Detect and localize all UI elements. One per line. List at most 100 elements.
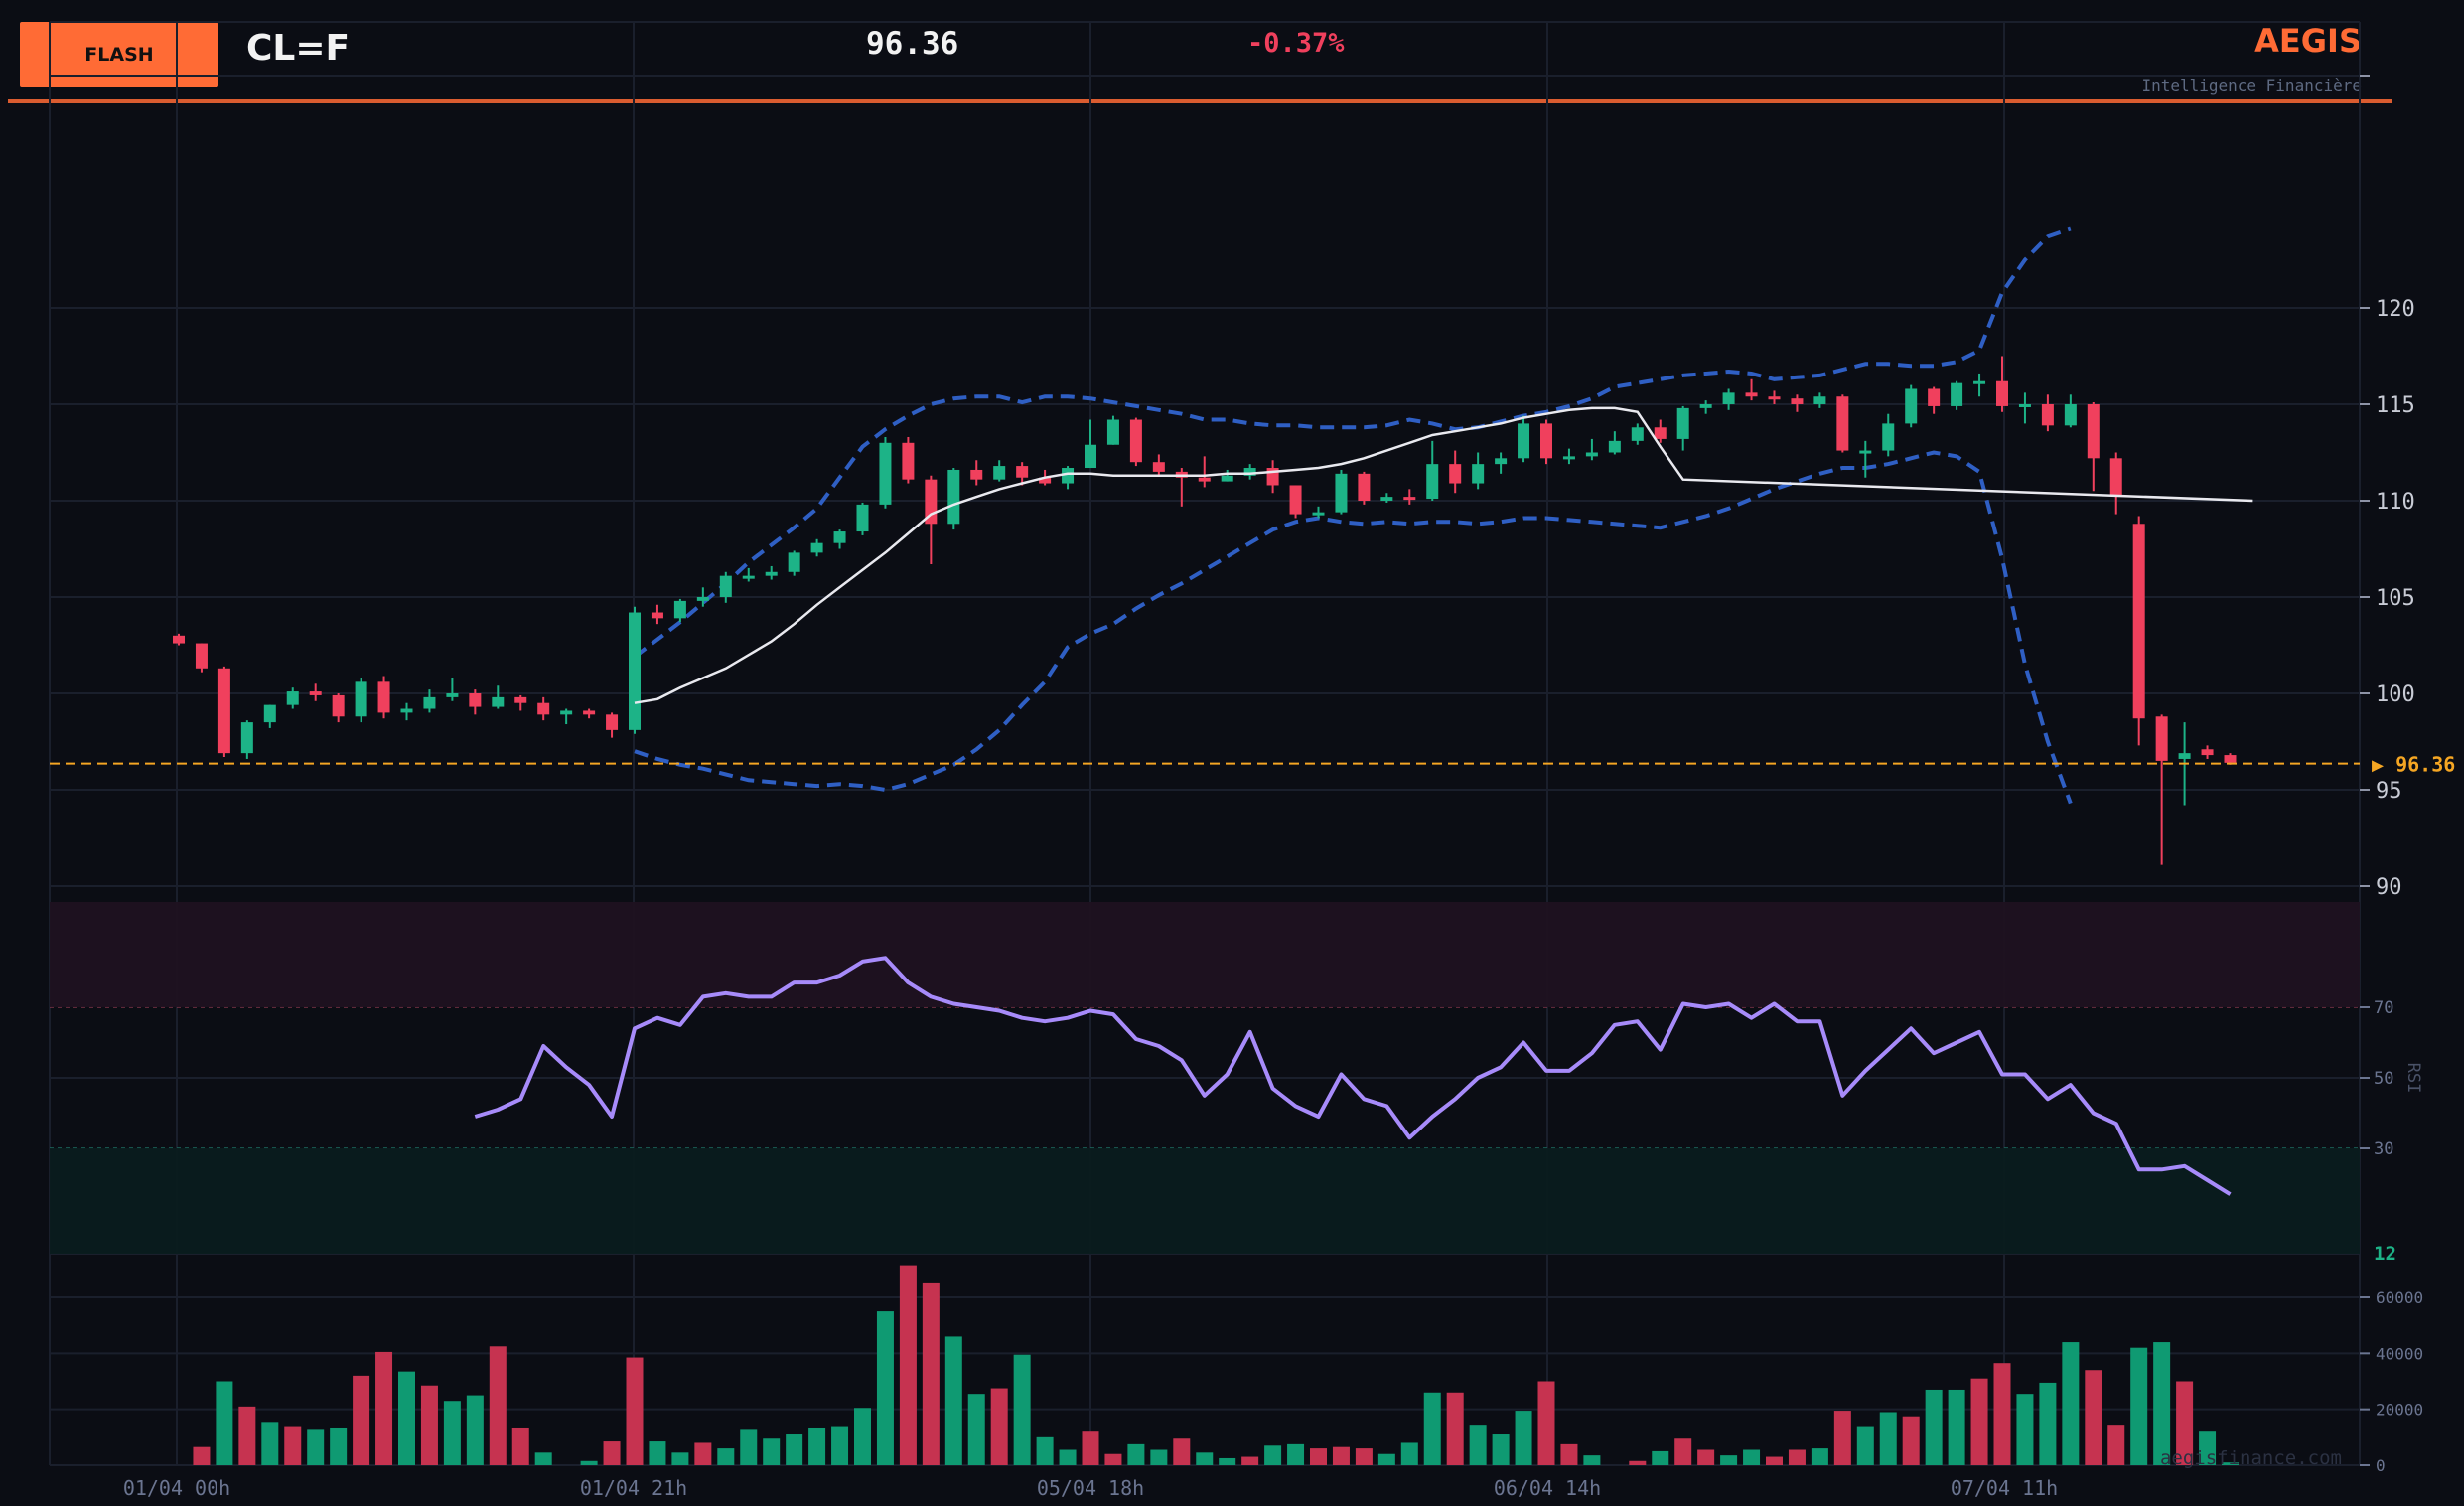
volume-bar — [1766, 1456, 1783, 1465]
candle-body — [2178, 753, 2191, 759]
candle — [400, 702, 413, 721]
volume-bar — [1993, 1363, 2011, 1465]
volume-bar — [193, 1446, 211, 1465]
candle-body — [1403, 497, 1416, 501]
candle — [1836, 394, 1849, 453]
candle — [1791, 394, 1804, 412]
volume-bar — [284, 1426, 302, 1465]
candle — [1722, 388, 1735, 410]
candle-body — [1928, 388, 1941, 406]
candle-body — [195, 643, 208, 669]
volume-bar — [1902, 1416, 1920, 1465]
candle — [2087, 402, 2100, 492]
volume-bar — [763, 1438, 781, 1465]
candle-body — [1380, 497, 1393, 501]
candle-body — [560, 710, 573, 715]
volume-bar — [1173, 1438, 1191, 1465]
volume-bar — [671, 1452, 689, 1465]
candle-body — [1608, 440, 1621, 453]
candle-body — [173, 635, 185, 644]
rsi-pane — [474, 956, 2232, 1196]
volume-bar — [2222, 1462, 2239, 1465]
axis-labels: 01/04 00h 01/04 21h 05/04 18h 06/04 14h 07/0… — [123, 75, 2455, 1500]
candle-body — [1472, 464, 1485, 484]
candle-body — [1631, 427, 1644, 441]
volume-bar — [2153, 1342, 2171, 1465]
candle — [1973, 373, 1986, 397]
candle — [1085, 419, 1096, 469]
candle — [2155, 714, 2168, 865]
candle-body — [833, 531, 846, 543]
candle-body — [286, 691, 299, 705]
volume-bar — [876, 1311, 894, 1465]
volume-bar — [466, 1395, 484, 1465]
volume-bar — [967, 1394, 985, 1465]
volume-bar — [261, 1422, 279, 1465]
candle — [1198, 456, 1211, 488]
candle-body — [810, 542, 823, 553]
volume-bar — [990, 1388, 1008, 1465]
candle-body — [1813, 396, 1826, 404]
candle-body — [1312, 512, 1325, 516]
rsi-overbought-zone — [50, 902, 2360, 1007]
price-tick-label: 90 — [2376, 875, 2402, 900]
last-price-label: ▶ 96.36 — [2372, 753, 2455, 777]
candle — [1882, 413, 1895, 457]
volume-bar — [1856, 1426, 1874, 1465]
candle — [1129, 417, 1142, 467]
candle — [423, 689, 436, 713]
candle — [765, 565, 778, 580]
rsi-axis-label: RSI — [2403, 1063, 2423, 1094]
volume-bar — [2039, 1382, 2057, 1465]
candle-body — [673, 600, 686, 619]
candle-body — [1495, 458, 1508, 465]
volume-bar — [375, 1351, 393, 1465]
volume-bar — [398, 1371, 415, 1465]
candle — [2109, 452, 2122, 515]
volume-bar — [1241, 1456, 1259, 1465]
volume-bar — [1400, 1442, 1418, 1465]
candle — [1312, 506, 1325, 519]
candle-body — [1062, 468, 1075, 484]
volume-bar — [1082, 1431, 1099, 1465]
candle — [1928, 386, 1941, 414]
candle — [560, 708, 573, 725]
candle — [1608, 431, 1621, 455]
volume-bar — [1629, 1460, 1647, 1465]
candle-body — [469, 693, 482, 707]
candle — [606, 712, 619, 738]
candle-body — [629, 612, 641, 730]
last-price: 96.36 — [866, 26, 959, 62]
volume-bar — [420, 1385, 438, 1465]
volume-bar — [2130, 1347, 2148, 1465]
candle — [286, 687, 299, 709]
candle-body — [355, 681, 367, 717]
volume-bar — [489, 1346, 507, 1465]
volume-bar — [899, 1265, 917, 1465]
volume-bar — [511, 1427, 529, 1465]
candle — [1449, 450, 1462, 494]
candle — [1951, 380, 1963, 410]
volume-bar — [1743, 1449, 1761, 1465]
volume-bar — [1332, 1446, 1350, 1465]
candle — [469, 689, 482, 715]
price-tick-label: 115 — [2376, 393, 2415, 418]
volume-bar — [1059, 1449, 1077, 1465]
candle-body — [583, 710, 596, 715]
candle — [1221, 469, 1233, 482]
rsi-tick-label: 30 — [2374, 1139, 2393, 1159]
candle — [651, 604, 663, 625]
volume-bar — [1127, 1443, 1145, 1465]
candle-body — [1973, 380, 1986, 384]
volume-bar — [1674, 1438, 1692, 1465]
candle-body — [2155, 716, 2168, 761]
candle-body — [1335, 473, 1348, 513]
volume-bar — [1948, 1389, 1965, 1465]
volume-bar — [1720, 1455, 1738, 1465]
candle-body — [1745, 392, 1758, 397]
candle-body — [2041, 404, 2054, 426]
candle — [1745, 378, 1758, 401]
volume-bar — [1583, 1455, 1601, 1465]
brand-logo: AEGIS — [2254, 22, 2362, 60]
moving-average-line — [634, 406, 2253, 704]
